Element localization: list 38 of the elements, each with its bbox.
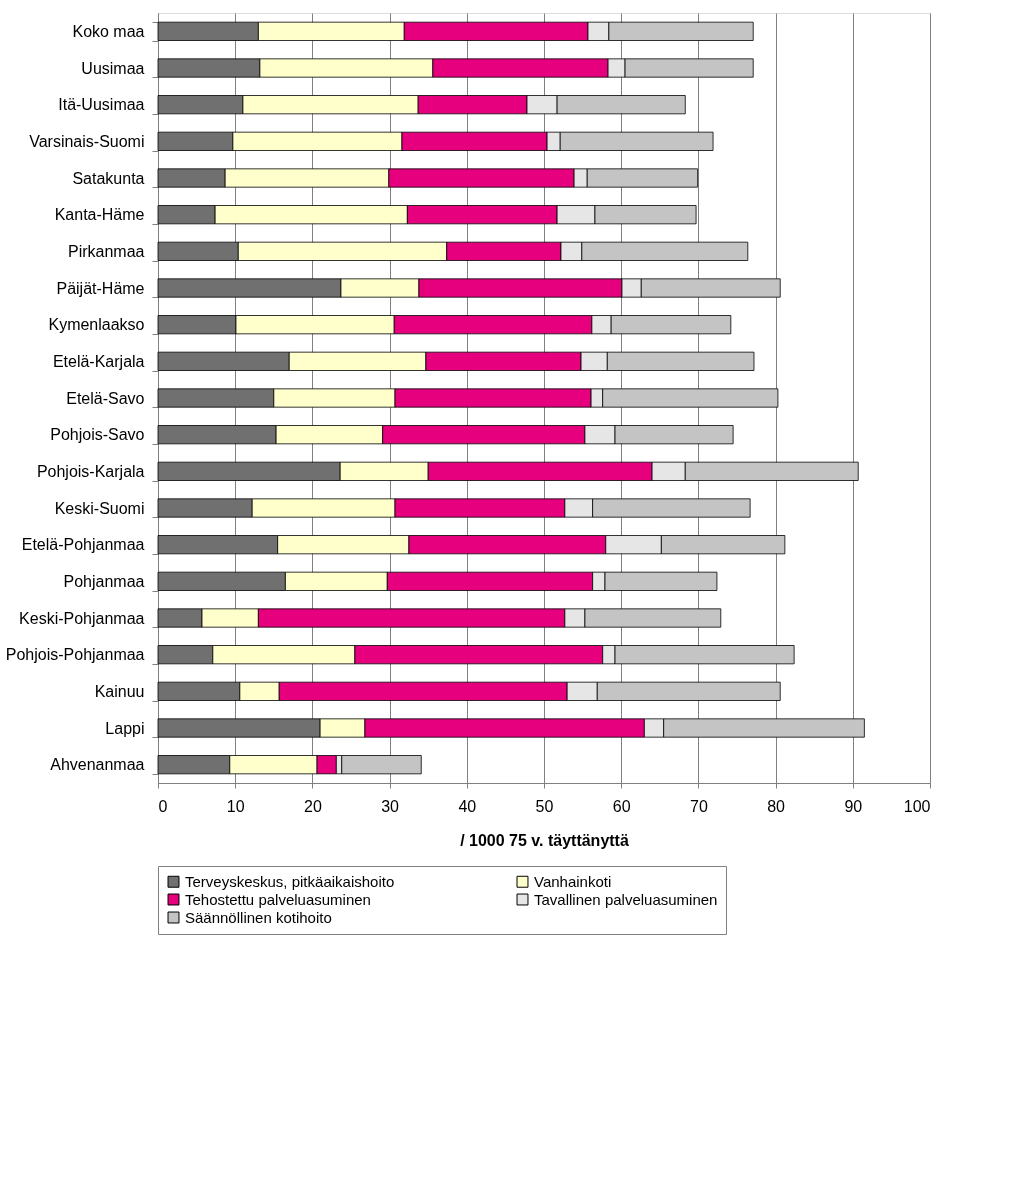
legend-label: Tehostettu palveluasuminen <box>185 890 371 908</box>
legend-label: Vanhainkoti <box>534 872 612 890</box>
y-tick-label: Lappi <box>105 719 145 737</box>
x-tick-label: 90 <box>844 797 863 815</box>
y-tick-label: Kanta-Häme <box>54 206 145 224</box>
y-tick-label: Pohjois-Pohjanmaa <box>5 646 145 664</box>
y-tick-label: Koko maa <box>72 22 145 40</box>
legend-label: Säännöllinen kotihoito <box>185 908 332 926</box>
x-tick-label: 80 <box>767 797 786 815</box>
y-tick-label: Keski-Suomi <box>54 499 145 517</box>
y-tick-label: Pirkanmaa <box>68 242 145 260</box>
y-tick-label: Kainuu <box>94 682 145 700</box>
y-tick-label: Keski-Pohjanmaa <box>19 609 145 627</box>
x-tick-label: 50 <box>535 797 554 815</box>
y-tick-label: Päijät-Häme <box>56 279 145 297</box>
y-tick-label: Varsinais-Suomi <box>29 132 145 150</box>
y-tick-label: Ahvenanmaa <box>50 756 145 774</box>
y-tick-label: Pohjois-Savo <box>50 426 145 444</box>
y-tick-label: Kymenlaakso <box>48 316 145 334</box>
x-tick-label: 10 <box>226 797 245 815</box>
x-tick-label: 40 <box>458 797 477 815</box>
y-tick-label: Pohjanmaa <box>63 572 145 590</box>
y-tick-label: Uusimaa <box>81 59 145 77</box>
x-tick-label: 0 <box>158 797 168 815</box>
y-tick-label: Etelä-Pohjanmaa <box>21 536 145 554</box>
legend-label: Terveyskeskus, pitkäaikaishoito <box>185 872 395 890</box>
y-tick-label: Etelä-Savo <box>66 389 145 407</box>
x-tick-label: 70 <box>690 797 708 815</box>
y-tick-label: Etelä-Karjala <box>52 352 145 370</box>
legend-label: Tavallinen palveluasuminen <box>534 890 718 908</box>
y-tick-label: Satakunta <box>72 169 145 187</box>
x-axis-title: / 1000 75 v. täyttänyttä <box>460 831 629 849</box>
y-tick-label: Itä-Uusimaa <box>58 96 145 114</box>
x-tick-label: 60 <box>612 797 631 815</box>
y-tick-label: Pohjois-Karjala <box>36 462 145 480</box>
x-tick-label: 30 <box>381 797 400 815</box>
x-tick-label: 20 <box>304 797 322 815</box>
x-tick-label: 100 <box>903 797 931 815</box>
